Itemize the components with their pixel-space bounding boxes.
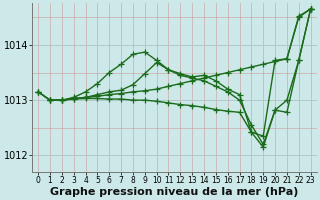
X-axis label: Graphe pression niveau de la mer (hPa): Graphe pression niveau de la mer (hPa) <box>50 187 299 197</box>
